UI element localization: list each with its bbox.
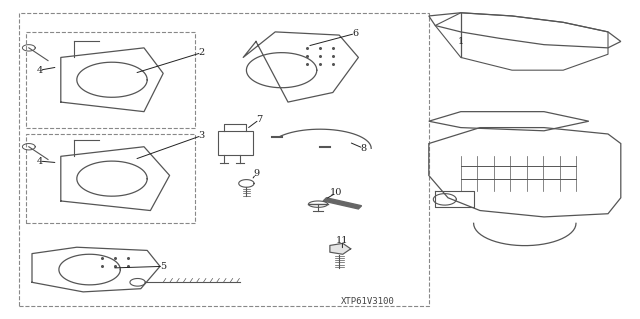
Text: 3: 3 <box>198 131 205 140</box>
Polygon shape <box>323 198 362 209</box>
Text: 4: 4 <box>36 66 43 75</box>
Text: 10: 10 <box>330 189 342 197</box>
Text: 2: 2 <box>198 48 205 57</box>
Text: 8: 8 <box>360 144 367 153</box>
Text: 7: 7 <box>256 115 262 124</box>
Text: 1: 1 <box>458 37 464 46</box>
Text: 9: 9 <box>253 169 259 178</box>
Text: 5: 5 <box>160 262 166 271</box>
Text: 11: 11 <box>336 236 349 245</box>
Bar <box>26 134 195 223</box>
Text: 6: 6 <box>352 29 358 38</box>
Bar <box>218 131 253 155</box>
Text: 4: 4 <box>36 157 43 166</box>
Polygon shape <box>330 243 351 254</box>
Bar <box>19 13 429 306</box>
Text: XTP61V3100: XTP61V3100 <box>341 297 395 306</box>
Bar <box>26 32 195 128</box>
